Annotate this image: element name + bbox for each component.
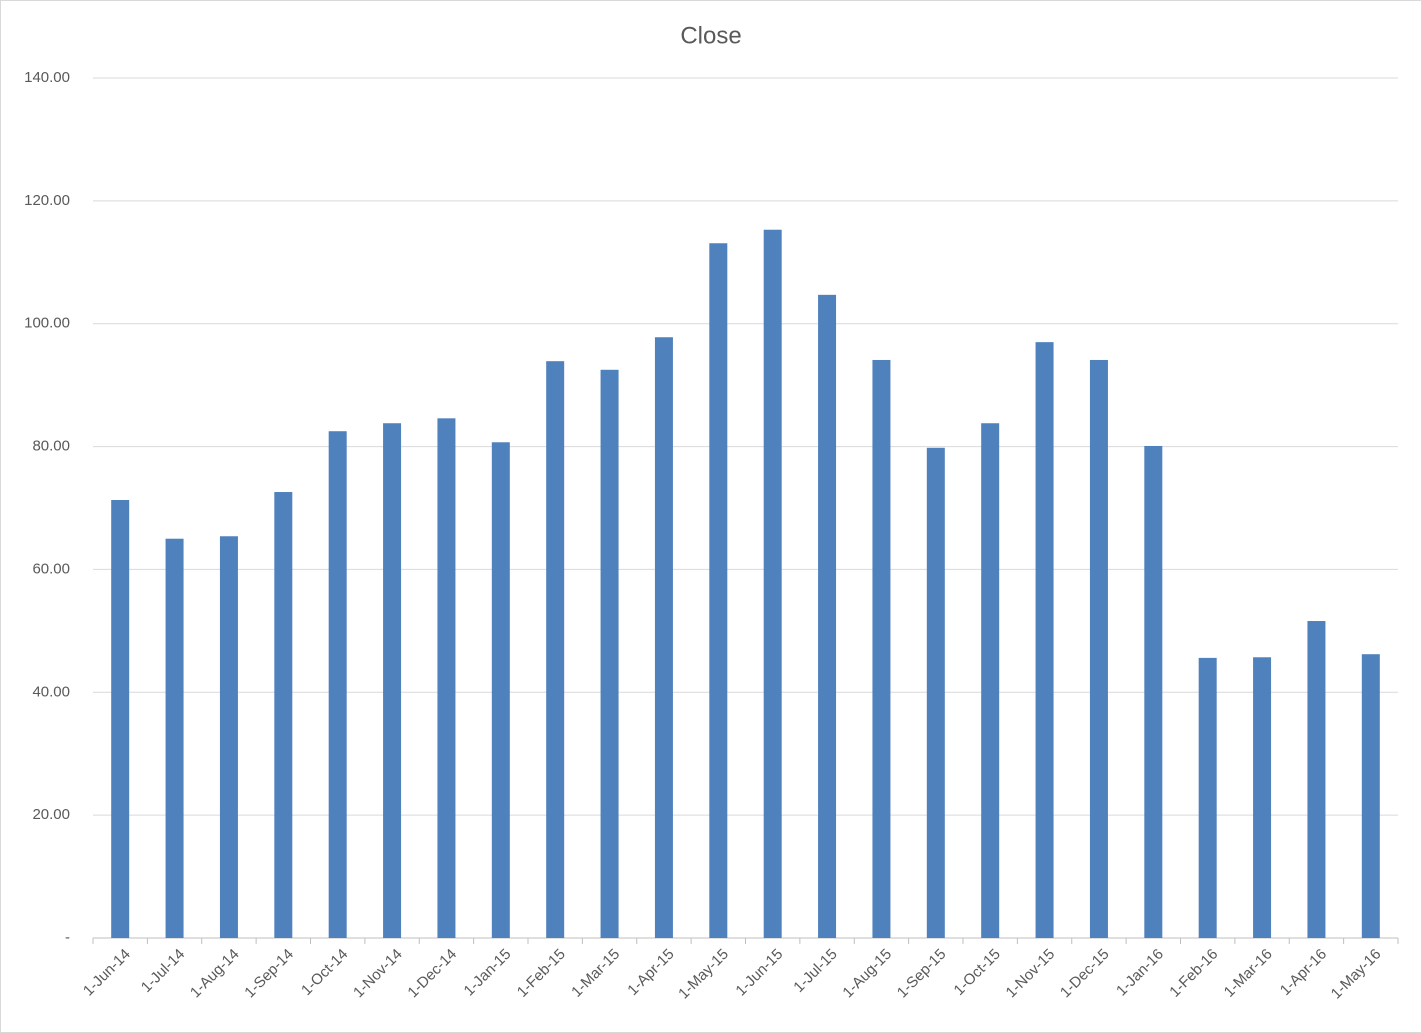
bar <box>763 229 782 938</box>
y-tick-label: 60.00 <box>32 560 70 577</box>
y-tick-label: 40.00 <box>32 683 70 700</box>
bar <box>274 492 293 938</box>
y-tick-label: 80.00 <box>32 438 70 455</box>
bar <box>654 337 673 938</box>
bar <box>1253 657 1272 938</box>
bar <box>709 243 728 938</box>
bar <box>165 538 184 938</box>
y-tick-label: - <box>65 929 70 946</box>
chart-title: Close <box>680 22 741 49</box>
bar <box>818 294 837 938</box>
y-tick-label: 20.00 <box>32 806 70 823</box>
bar <box>872 359 891 938</box>
bar <box>383 423 402 938</box>
bar <box>437 418 456 938</box>
bar <box>491 442 510 938</box>
bar <box>981 423 1000 938</box>
bar <box>546 361 565 939</box>
bar <box>926 447 945 938</box>
y-tick-label: 140.00 <box>24 69 70 86</box>
bar <box>1307 621 1326 938</box>
bar <box>1198 657 1217 938</box>
bar <box>600 369 619 938</box>
bar <box>328 431 347 938</box>
bar <box>111 500 130 938</box>
bar <box>219 536 238 938</box>
bar <box>1144 445 1163 938</box>
y-tick-label: 100.00 <box>24 315 70 332</box>
bar <box>1089 359 1108 938</box>
bar <box>1361 654 1380 938</box>
y-tick-label: 120.00 <box>24 192 70 209</box>
bar <box>1035 342 1054 939</box>
